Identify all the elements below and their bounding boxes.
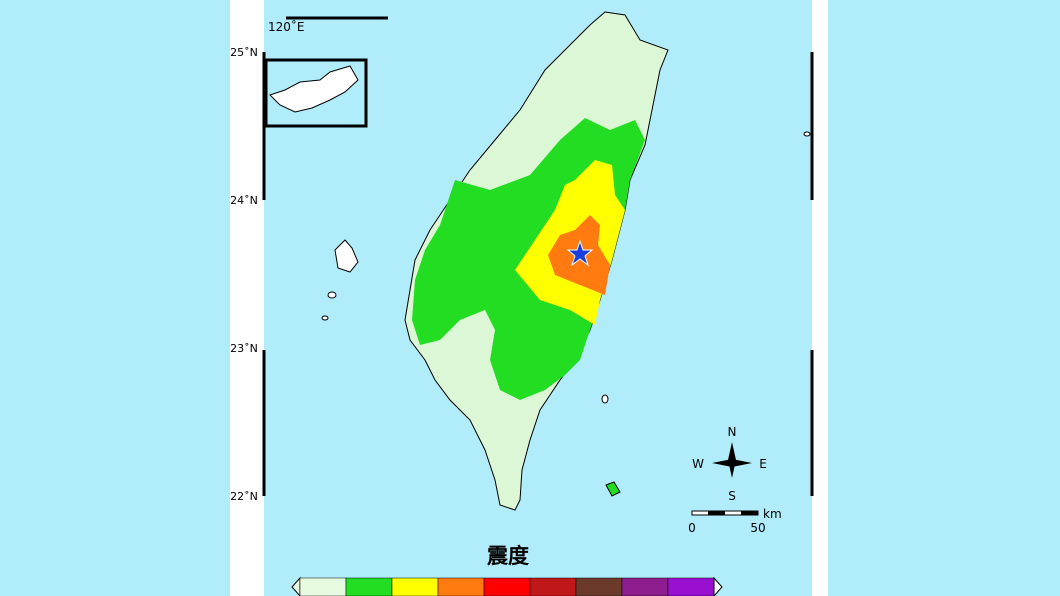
legend-title: 震度 — [487, 544, 529, 568]
frame — [262, 16, 814, 496]
colorbar-arrow-right — [713, 576, 723, 596]
scale-bar: km 0 50 — [688, 507, 781, 535]
inset-box — [264, 58, 368, 128]
colorbar-cell — [345, 577, 393, 596]
green-island — [605, 481, 621, 497]
compass: N S E W — [692, 425, 767, 503]
colorbar-cell — [621, 577, 669, 596]
compass-n: N — [728, 425, 737, 439]
lat-labels: 25˚N 24˚N 23˚N 22˚N — [230, 46, 258, 503]
colorbar-cell — [667, 577, 715, 596]
lon-label: 120˚E — [268, 19, 305, 34]
colorbar-cell — [437, 577, 485, 596]
colorbar-cell — [299, 577, 347, 596]
inset-island — [269, 65, 359, 113]
scale-unit: km — [763, 507, 782, 521]
colorbar-cell — [391, 577, 439, 596]
islands — [321, 131, 811, 404]
scale-end: 50 — [750, 521, 765, 535]
colorbar-cell — [529, 577, 577, 596]
lat-label: 25˚N — [230, 46, 258, 59]
epicenter — [566, 239, 594, 267]
colorbar-cell — [483, 577, 531, 596]
compass-e: E — [759, 457, 767, 471]
lat-label: 22˚N — [230, 490, 258, 503]
intensity-colorbar — [291, 576, 723, 596]
scale-start: 0 — [688, 521, 696, 535]
lat-label: 24˚N — [230, 194, 258, 207]
compass-w: W — [692, 457, 704, 471]
lat-label: 23˚N — [230, 342, 258, 355]
colorbar-cell — [575, 577, 623, 596]
compass-s: S — [728, 489, 736, 503]
